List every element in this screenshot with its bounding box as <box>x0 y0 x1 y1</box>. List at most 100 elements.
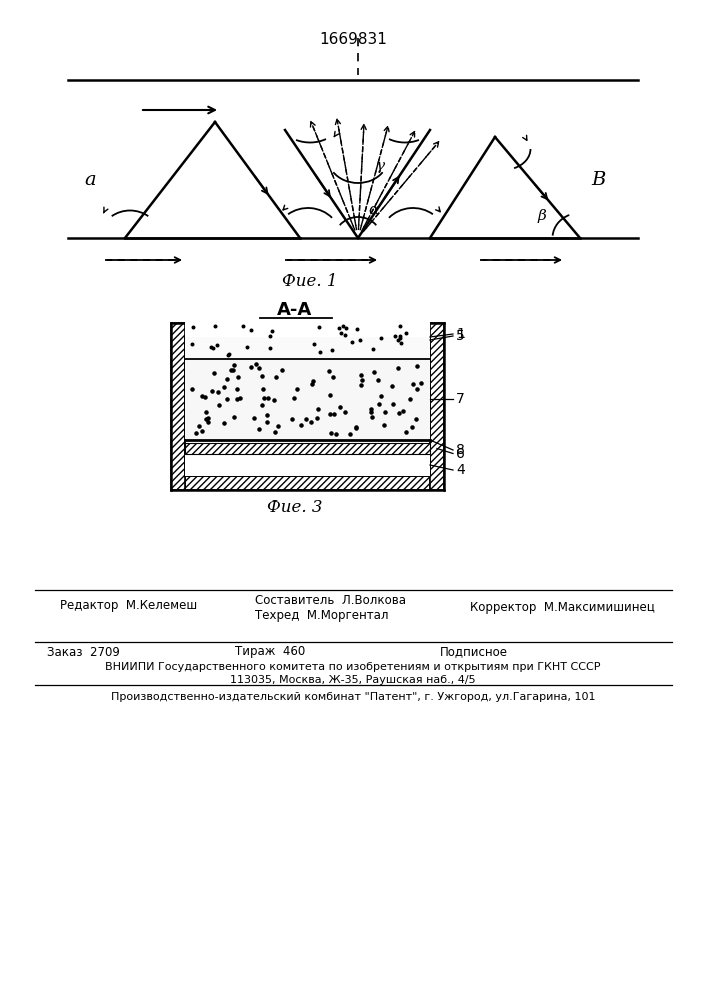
Point <box>196 423 207 439</box>
Point <box>261 414 272 430</box>
Point <box>187 336 198 352</box>
Text: α: α <box>368 203 378 217</box>
Point <box>232 381 243 397</box>
Point <box>231 391 243 407</box>
Point <box>190 425 201 441</box>
Point <box>251 356 262 372</box>
Text: Составитель  Л.Волкова: Составитель Л.Волкова <box>255 593 406 606</box>
Point <box>199 389 210 405</box>
Point <box>411 358 423 374</box>
Point <box>228 357 240 373</box>
Point <box>335 325 346 341</box>
Point <box>392 332 404 348</box>
Text: Техред  М.Моргентал: Техред М.Моргентал <box>255 608 389 621</box>
Point <box>327 369 338 385</box>
Point <box>390 328 401 344</box>
Text: a: a <box>84 171 96 189</box>
Point <box>225 362 236 378</box>
Point <box>223 347 234 363</box>
Point <box>395 328 406 344</box>
Point <box>415 375 426 391</box>
Text: Производственно-издательский комбинат "Патент", г. Ужгород, ул.Гагарина, 101: Производственно-издательский комбинат "П… <box>111 692 595 702</box>
Point <box>366 409 378 425</box>
Point <box>207 340 218 356</box>
Point <box>351 321 363 337</box>
Point <box>351 419 362 435</box>
Point <box>245 359 257 375</box>
Point <box>411 381 423 397</box>
Point <box>328 406 339 422</box>
Text: 8: 8 <box>456 443 465 457</box>
Point <box>209 318 221 334</box>
Point <box>269 392 280 408</box>
Point <box>264 328 276 344</box>
Point <box>410 411 421 427</box>
Text: 4: 4 <box>456 463 464 477</box>
Bar <box>185 454 430 476</box>
Point <box>401 325 412 341</box>
Point <box>387 396 399 412</box>
Point <box>354 332 366 348</box>
Point <box>222 371 233 387</box>
Point <box>345 426 356 442</box>
Point <box>262 390 274 406</box>
Point <box>257 368 268 384</box>
Point <box>218 415 229 431</box>
Point <box>245 322 257 338</box>
Point <box>392 360 404 376</box>
Point <box>249 410 260 426</box>
Point <box>187 381 198 397</box>
Point <box>276 362 287 378</box>
Point <box>273 418 284 434</box>
Point <box>308 373 319 389</box>
Point <box>312 410 323 426</box>
Text: Фие. 3: Фие. 3 <box>267 498 323 516</box>
Point <box>218 379 230 395</box>
Point <box>296 417 307 433</box>
Point <box>267 323 278 339</box>
Point <box>327 342 338 358</box>
Point <box>334 399 345 415</box>
Text: ВНИИПИ Государственного комитета по изобретениям и открытиям при ГКНТ СССР: ВНИИПИ Государственного комитета по изоб… <box>105 662 601 672</box>
Point <box>331 426 342 442</box>
Point <box>312 401 324 417</box>
Point <box>378 417 390 433</box>
Point <box>387 378 398 394</box>
Text: 1669831: 1669831 <box>319 32 387 47</box>
Point <box>223 346 234 362</box>
Point <box>407 419 418 435</box>
Text: 7: 7 <box>456 392 464 406</box>
Point <box>375 388 387 404</box>
Text: 113035, Москва, Ж-35, Раушская наб., 4/5: 113035, Москва, Ж-35, Раушская наб., 4/5 <box>230 675 476 685</box>
Bar <box>185 321 430 337</box>
Point <box>196 388 207 404</box>
Point <box>350 420 361 436</box>
Point <box>253 360 264 376</box>
Point <box>346 334 358 350</box>
Point <box>395 335 407 351</box>
Point <box>368 364 380 380</box>
Point <box>397 403 409 419</box>
Text: Фие. 1: Фие. 1 <box>282 273 338 290</box>
Point <box>407 376 418 392</box>
Bar <box>185 476 430 490</box>
Point <box>379 404 390 420</box>
Text: 5: 5 <box>456 329 464 343</box>
Point <box>253 421 264 437</box>
Text: Подписное: Подписное <box>440 646 508 658</box>
Text: 1: 1 <box>456 327 465 341</box>
Text: A-A: A-A <box>277 301 312 319</box>
Point <box>367 341 378 357</box>
Point <box>208 365 219 381</box>
Text: Редактор  М.Келемеш: Редактор М.Келемеш <box>60 598 197 611</box>
Point <box>242 339 253 355</box>
Point <box>315 344 326 360</box>
Bar <box>171 323 185 490</box>
Point <box>373 372 384 388</box>
Bar <box>185 337 430 476</box>
Point <box>339 327 351 343</box>
Point <box>193 418 204 434</box>
Text: γ: γ <box>376 159 385 173</box>
Text: Тираж  460: Тираж 460 <box>235 646 305 658</box>
Point <box>256 397 267 413</box>
